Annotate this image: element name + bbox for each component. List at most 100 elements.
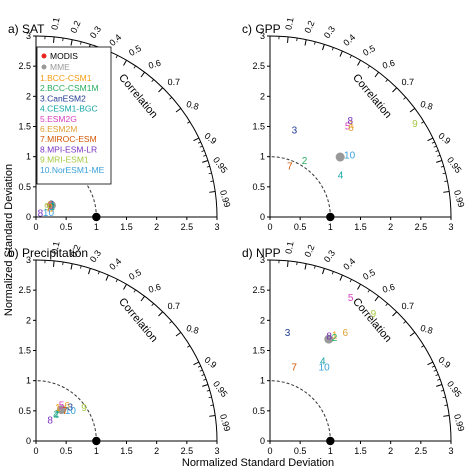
corr-minor-tick xyxy=(314,265,316,269)
corr-minor-tick xyxy=(431,365,435,368)
reference-std-arc xyxy=(269,156,331,218)
y-tick-label: 2.5 xyxy=(18,285,31,295)
corr-tick xyxy=(322,44,325,51)
x-tick-label: 0.5 xyxy=(60,222,73,232)
corr-tick xyxy=(105,274,109,281)
model-point-label: 3 xyxy=(48,200,54,211)
legend-obs-marker xyxy=(41,53,47,59)
corr-tick-label: 0.95 xyxy=(211,379,229,399)
corr-tick-label: 0.9 xyxy=(436,131,452,147)
corr-tick-label: 0.4 xyxy=(341,256,357,272)
x-tick-label: 2 xyxy=(154,222,159,232)
corr-minor-tick xyxy=(80,265,82,269)
corr-minor-tick xyxy=(444,404,448,406)
corr-tick xyxy=(202,160,209,163)
y-tick-label: 1 xyxy=(260,152,265,162)
model-point-label: 8 xyxy=(47,416,53,427)
model-point-label: 7 xyxy=(46,203,52,214)
y-tick-label: 1 xyxy=(260,376,265,386)
y-tick-label: 2 xyxy=(26,315,31,325)
corr-tick xyxy=(436,384,443,387)
corr-minor-tick xyxy=(197,365,201,368)
corr-tick xyxy=(322,268,325,275)
corr-minor-tick xyxy=(385,79,388,82)
legend-mme-label: MME xyxy=(50,62,70,72)
corr-tick xyxy=(140,295,146,302)
corr-tick xyxy=(409,108,416,113)
y-axis-title: Normalized Standard Deviation xyxy=(3,164,15,316)
corr-minor-tick xyxy=(421,121,425,124)
taylor-panel: 00 0.5 0.5 1 1 1.5 1.5 2 2 2.5 2.5 3 3 0.1 0.2 0.3 0.4 0.… xyxy=(242,241,466,456)
y-tick-label: 2 xyxy=(26,91,31,101)
panel-title: d) NPP xyxy=(242,246,281,260)
model-point-label: 4 xyxy=(53,410,59,421)
reference-point xyxy=(92,436,101,446)
corr-tick-label: 0.2 xyxy=(302,243,316,258)
corr-tick-label: 0.9 xyxy=(202,355,218,371)
x-tick-label: 3 xyxy=(448,446,453,456)
corr-minor-tick xyxy=(206,389,210,392)
x-axis-title: Normalized Standard Deviation xyxy=(182,457,334,469)
y-tick-label: 2 xyxy=(260,91,265,101)
corr-tick xyxy=(357,59,361,66)
x-tick-label: 0.5 xyxy=(60,446,73,456)
model-point-label: 9 xyxy=(81,403,87,414)
corr-minor-tick xyxy=(169,96,173,100)
y-tick-label: 3 xyxy=(260,31,265,41)
corr-minor-tick xyxy=(203,154,207,157)
corr-minor-tick xyxy=(115,279,118,283)
y-tick-label: 0 xyxy=(26,436,31,446)
model-point-label: 7 xyxy=(62,406,68,417)
outer-arc xyxy=(269,259,452,442)
legend-mme-marker xyxy=(41,64,47,70)
corr-minor-tick xyxy=(440,165,444,168)
model-point-label: 5 xyxy=(59,401,65,412)
model-point-label: 2 xyxy=(49,202,55,213)
taylor-panel: 00 0.5 0.5 1 1 1.5 1.5 2 2 2.5 2.5 3 3 0.1 0.2 0.3 0.4 0.… xyxy=(8,17,232,232)
y-tick-label: 2.5 xyxy=(252,61,265,71)
corr-tick xyxy=(202,384,209,387)
corr-tick xyxy=(304,39,307,46)
corr-minor-tick xyxy=(133,289,136,293)
corr-minor-tick xyxy=(201,374,205,376)
model-point-label: 4 xyxy=(320,356,326,367)
model-point-label: 2 xyxy=(302,156,308,167)
corr-minor-tick xyxy=(331,47,334,51)
reference-std-arc xyxy=(269,380,331,442)
x-tick-label: 2 xyxy=(388,222,393,232)
corr-minor-tick xyxy=(203,378,207,381)
reference-std-arc xyxy=(35,380,97,442)
corr-tick xyxy=(287,260,289,267)
x-tick-label: 0 xyxy=(33,446,38,456)
x-tick-label: 2 xyxy=(154,446,159,456)
x-tick-label: 1.5 xyxy=(354,446,367,456)
corr-tick-label: 0.3 xyxy=(88,248,103,264)
corr-tick-label: 0.99 xyxy=(452,413,466,433)
x-tick-label: 2.5 xyxy=(415,222,428,232)
model-point-label: 8 xyxy=(326,331,332,342)
corr-minor-tick xyxy=(151,79,154,82)
model-point-label: 8 xyxy=(38,208,44,219)
x-tick-label: 0.5 xyxy=(294,446,307,456)
corr-minor-tick xyxy=(349,279,352,283)
model-point-label: 6 xyxy=(64,401,70,412)
corr-tick-label: 0.7 xyxy=(401,301,414,311)
legend-model-entry: 5.ESM2G xyxy=(40,114,77,124)
y-tick-label: 2 xyxy=(260,315,265,325)
corr-minor-tick xyxy=(431,141,435,144)
model-point-label: 7 xyxy=(291,363,297,374)
model-point-label: 7 xyxy=(287,161,293,172)
corr-tick-label: 0.4 xyxy=(107,256,123,272)
x-tick-label: 2.5 xyxy=(181,446,194,456)
y-tick-label: 1.5 xyxy=(18,346,31,356)
model-point-label: 4 xyxy=(49,201,55,212)
corr-tick xyxy=(427,361,434,366)
y-tick-label: 0.5 xyxy=(18,406,31,416)
corr-minor-tick xyxy=(442,396,446,399)
legend-model-entry: 3.CanESM2 xyxy=(40,93,86,103)
corr-minor-tick xyxy=(197,141,201,144)
corr-minor-tick xyxy=(421,345,425,348)
corr-tick-label: 0.6 xyxy=(147,58,162,71)
legend-box xyxy=(36,46,112,185)
